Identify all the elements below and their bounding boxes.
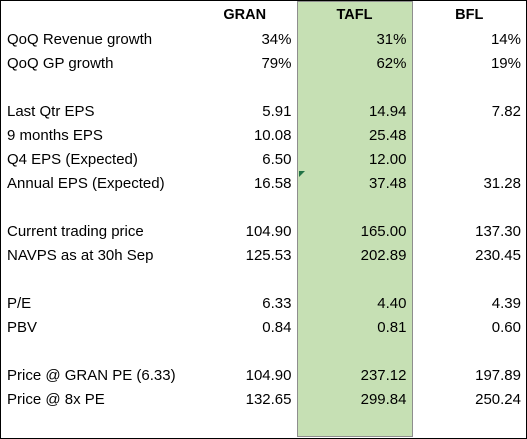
- row-label-cell[interactable]: [1, 268, 193, 292]
- comment-indicator-icon: [299, 171, 305, 177]
- header-gran[interactable]: GRAN: [223, 6, 267, 23]
- tafl-value-cell[interactable]: 299.84: [296, 388, 413, 412]
- table-row: Last Qtr EPS 5.91 14.94 7.82: [1, 100, 526, 124]
- bfl-value-cell[interactable]: 197.89: [475, 367, 521, 384]
- gran-value-cell[interactable]: 132.65: [245, 391, 292, 408]
- tafl-value-cell[interactable]: [296, 76, 413, 100]
- bfl-value-cell[interactable]: [412, 340, 526, 364]
- tafl-value-cell[interactable]: [296, 268, 413, 292]
- gran-value-cell[interactable]: [193, 412, 297, 437]
- table-row: Q4 EPS (Expected) 6.50 12.00: [1, 148, 526, 172]
- row-label-cell[interactable]: Price @ GRAN PE (6.33): [7, 367, 176, 384]
- table-row: Price @ GRAN PE (6.33) 104.90 237.12 197.89: [1, 364, 526, 388]
- gran-value-cell[interactable]: [193, 340, 297, 364]
- header-label-cell[interactable]: [1, 2, 193, 29]
- bfl-value-cell[interactable]: 31.28: [483, 175, 521, 192]
- bfl-value-cell[interactable]: 7.82: [491, 103, 521, 120]
- row-label-cell[interactable]: 9 months EPS: [7, 127, 103, 144]
- table-row: Annual EPS (Expected) 16.58 37.48 31.28: [1, 172, 526, 196]
- table-row: PBV 0.84 0.81 0.60: [1, 316, 526, 340]
- gran-value-cell[interactable]: 6.33: [262, 295, 292, 312]
- tafl-value-cell[interactable]: 237.12: [296, 364, 413, 388]
- gran-value-cell[interactable]: [193, 76, 297, 100]
- table-row: Current trading price 104.90 165.00 137.30: [1, 220, 526, 244]
- gran-value-cell[interactable]: [193, 268, 297, 292]
- row-label-cell[interactable]: NAVPS as at 30h Sep: [7, 247, 154, 264]
- gran-value-cell[interactable]: 34%: [261, 31, 292, 48]
- table-row: [1, 76, 526, 100]
- table-row: [1, 340, 526, 364]
- tafl-value-cell[interactable]: 202.89: [296, 244, 413, 268]
- tafl-value-cell[interactable]: 62%: [296, 52, 413, 76]
- row-label-cell[interactable]: Price @ 8x PE: [7, 391, 105, 408]
- tafl-value-cell[interactable]: [296, 196, 413, 220]
- bfl-value-cell[interactable]: 4.39: [491, 295, 521, 312]
- table-row: P/E 6.33 4.40 4.39: [1, 292, 526, 316]
- gran-value-cell[interactable]: 79%: [261, 55, 292, 72]
- row-label-cell[interactable]: QoQ Revenue growth: [7, 31, 153, 48]
- bfl-value-cell[interactable]: [412, 76, 526, 100]
- table-row: 9 months EPS 10.08 25.48: [1, 124, 526, 148]
- table-row: [1, 412, 526, 437]
- gran-value-cell[interactable]: 16.58: [253, 175, 292, 192]
- bfl-value-cell[interactable]: [412, 196, 526, 220]
- row-label-cell[interactable]: Current trading price: [7, 223, 144, 240]
- tafl-value-cell[interactable]: [296, 412, 413, 437]
- row-label-cell[interactable]: [1, 340, 193, 364]
- row-label-cell[interactable]: QoQ GP growth: [7, 55, 114, 72]
- gran-value-cell[interactable]: [193, 196, 297, 220]
- bfl-value-cell[interactable]: 137.30: [475, 223, 521, 240]
- row-label-cell[interactable]: [1, 412, 193, 437]
- tafl-value-cell[interactable]: 37.48: [296, 172, 413, 196]
- bfl-value-cell[interactable]: 14%: [490, 31, 521, 48]
- row-label-cell[interactable]: Q4 EPS (Expected): [7, 151, 138, 168]
- table-row: QoQ Revenue growth 34% 31% 14%: [1, 28, 526, 52]
- bfl-value-cell[interactable]: [412, 148, 526, 172]
- table-row: QoQ GP growth 79% 62% 19%: [1, 52, 526, 76]
- bfl-value-cell[interactable]: 19%: [490, 55, 521, 72]
- gran-value-cell[interactable]: 5.91: [262, 103, 292, 120]
- tafl-value-cell[interactable]: 0.81: [296, 316, 413, 340]
- row-label-cell[interactable]: Annual EPS (Expected): [7, 175, 165, 192]
- row-label-cell[interactable]: Last Qtr EPS: [7, 103, 95, 120]
- table-row: [1, 196, 526, 220]
- header-bfl[interactable]: BFL: [455, 6, 484, 23]
- gran-value-cell[interactable]: 104.90: [245, 367, 292, 384]
- bfl-value-cell[interactable]: 250.24: [475, 391, 521, 408]
- gran-value-cell[interactable]: 10.08: [253, 127, 292, 144]
- row-label-cell[interactable]: [1, 76, 193, 100]
- tafl-value-cell[interactable]: 31%: [296, 28, 413, 52]
- tafl-value-cell[interactable]: 12.00: [296, 148, 413, 172]
- bfl-value-cell[interactable]: [412, 412, 526, 437]
- tafl-value-cell[interactable]: 14.94: [296, 100, 413, 124]
- gran-value-cell[interactable]: 125.53: [245, 247, 292, 264]
- bfl-value-cell[interactable]: [412, 124, 526, 148]
- table-row: [1, 268, 526, 292]
- gran-value-cell[interactable]: 0.84: [262, 319, 292, 336]
- row-label-cell[interactable]: PBV: [7, 319, 38, 336]
- tafl-value-cell[interactable]: 25.48: [296, 124, 413, 148]
- header-row: GRAN TAFL BFL: [1, 1, 526, 29]
- bfl-value-cell[interactable]: 0.60: [491, 319, 521, 336]
- header-tafl[interactable]: TAFL: [296, 1, 413, 28]
- gran-value-cell[interactable]: 104.90: [245, 223, 292, 240]
- table-row: NAVPS as at 30h Sep 125.53 202.89 230.45: [1, 244, 526, 268]
- table-row: Price @ 8x PE 132.65 299.84 250.24: [1, 388, 526, 412]
- bfl-value-cell[interactable]: [412, 268, 526, 292]
- gran-value-cell[interactable]: 6.50: [262, 151, 292, 168]
- bfl-value-cell[interactable]: 230.45: [475, 247, 521, 264]
- row-label-cell[interactable]: P/E: [7, 295, 32, 312]
- tafl-value-cell[interactable]: 4.40: [296, 292, 413, 316]
- row-label-cell[interactable]: [1, 196, 193, 220]
- tafl-value-cell[interactable]: 165.00: [296, 220, 413, 244]
- tafl-value-cell[interactable]: [296, 340, 413, 364]
